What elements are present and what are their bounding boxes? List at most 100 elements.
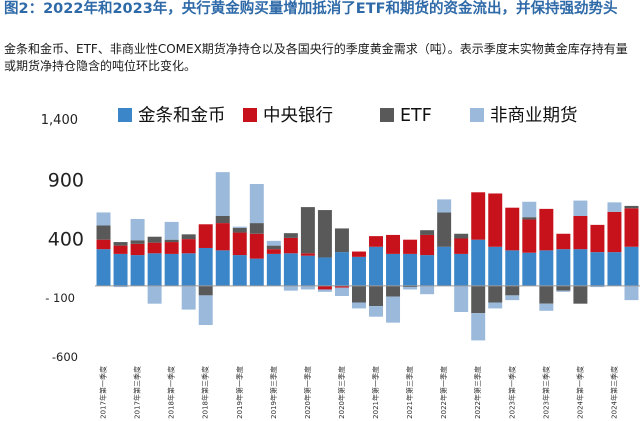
bar-segment	[215, 172, 230, 216]
x-tick-label: 2023年第一季度	[507, 366, 516, 419]
bar-segment	[181, 285, 196, 310]
bar-segment	[130, 240, 145, 244]
bar-segment	[181, 253, 196, 286]
bar-segment	[454, 233, 469, 239]
x-tick-label: 2023年第三季度	[541, 366, 550, 419]
bar-segment	[96, 239, 111, 250]
x-tick-label: 2021年第一季度	[371, 366, 380, 419]
bar-segment	[147, 285, 162, 304]
bar-segment	[283, 233, 298, 238]
bar-segment	[130, 243, 145, 256]
x-tick-label: 2024年第一季度	[575, 366, 584, 419]
bar-segment	[198, 247, 213, 286]
bar-segment	[352, 285, 366, 303]
bar-segment	[181, 234, 196, 240]
bar-segment	[283, 237, 298, 254]
bar-segment	[113, 285, 128, 288]
bar-segment	[249, 183, 264, 224]
x-tick-label: 2019年第一季度	[235, 366, 244, 419]
bar-segment	[232, 232, 247, 256]
bar-segment	[266, 240, 281, 246]
figure-subtitle: 金条和金币、ETF、非商业性COMEX期货净持仓以及各国央行的季度黄金需求（吨）…	[4, 42, 628, 73]
bar-segment	[454, 238, 469, 254]
bar-segment	[164, 253, 179, 286]
bar-segment	[386, 234, 401, 254]
bar-segment	[573, 200, 588, 216]
bar-segment	[539, 208, 554, 251]
bar-segment	[369, 306, 383, 317]
bar-segment	[164, 242, 179, 254]
bar-segment	[505, 285, 520, 296]
bar-segment	[249, 223, 264, 234]
bar-segment	[386, 253, 401, 286]
bar-segment	[590, 285, 605, 288]
bar-segment	[522, 217, 537, 220]
bar-segment	[488, 193, 503, 247]
bar-segment	[471, 313, 486, 341]
bar-segment	[624, 246, 639, 286]
bar-segment	[539, 303, 554, 311]
bar-segment	[317, 285, 332, 290]
bar-segment	[607, 211, 622, 253]
bar-segment	[96, 212, 111, 226]
bar-segment	[215, 215, 230, 224]
bar-segment	[369, 246, 383, 286]
bar-segment	[556, 285, 571, 291]
bar-segment	[113, 242, 128, 246]
bar-segment	[164, 221, 179, 240]
bar-segment	[437, 212, 452, 247]
bar-segment	[113, 245, 128, 254]
bar-segment	[539, 285, 554, 304]
bar-segment	[590, 252, 605, 286]
bar-segment	[300, 207, 315, 254]
bar-segment	[488, 285, 503, 303]
x-tick-label: 2022年第一季度	[439, 366, 448, 419]
y-tick-label: 400	[48, 229, 84, 251]
bar-segment	[505, 207, 520, 251]
bar-segment	[573, 249, 588, 286]
bar-segment	[317, 210, 332, 258]
bar-segment	[352, 251, 366, 257]
legend-swatch	[380, 108, 394, 122]
legend-swatch	[243, 108, 257, 122]
bar-segment	[488, 302, 503, 309]
legend-swatch	[118, 108, 132, 122]
bar-segment	[232, 255, 247, 286]
bar-segment	[334, 228, 349, 253]
bar-segment	[266, 249, 281, 254]
bar-segment	[403, 253, 418, 286]
bar-segment	[164, 239, 179, 243]
y-tick-label: 1,400	[41, 113, 78, 128]
bar-segment	[198, 224, 213, 248]
bar-segment	[556, 233, 571, 250]
bar-segment	[505, 295, 520, 301]
x-tick-label: 2020年第三季度	[337, 366, 346, 419]
bar-segment	[386, 285, 401, 297]
bar-segment	[215, 223, 230, 251]
bar-segment	[317, 257, 332, 286]
bar-segment	[437, 199, 452, 213]
bar-segment	[113, 253, 128, 286]
legend-label: 金条和金币	[138, 106, 226, 126]
y-tick-label: -600	[52, 350, 78, 364]
bar-segment	[181, 239, 196, 254]
bar-segment	[454, 285, 469, 312]
bar-segment	[539, 250, 554, 286]
x-axis: 2017年第一季度 2017年第三季度 2018年第一季度 2018年第三季度 2019…	[95, 285, 640, 419]
bar-segment	[624, 208, 639, 247]
bar-segment	[522, 252, 537, 286]
bar-segment	[198, 285, 213, 296]
bar-segment	[352, 302, 366, 309]
bar-segment	[454, 253, 469, 286]
bar-segment	[334, 287, 349, 296]
bar-segment	[505, 250, 520, 286]
legend-label: 非商业期货	[490, 106, 578, 126]
bar-segment	[232, 226, 247, 228]
bar-segment	[334, 252, 349, 286]
legend-label: ETF	[400, 106, 432, 126]
bar-segment	[96, 225, 111, 240]
x-tick-label: 2018年第三季度	[201, 366, 210, 419]
bar-segment	[317, 289, 332, 292]
bar-segment	[369, 236, 383, 247]
bar-segment	[352, 256, 366, 286]
